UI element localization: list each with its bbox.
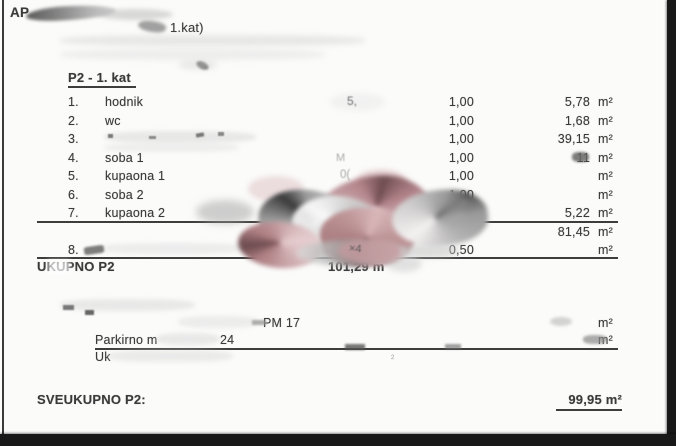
- row-number: 3.: [68, 132, 79, 146]
- smudge-speck: [252, 320, 266, 325]
- smudge-speck: [345, 344, 365, 350]
- parking-pm-text: PM 17: [263, 316, 301, 330]
- subtotal-area: 81,45: [557, 225, 590, 239]
- room-name: hodnik: [105, 95, 144, 109]
- unit-m2: m²: [598, 95, 613, 109]
- smudge-paragraph-line: [60, 299, 195, 311]
- smudge-speck: [149, 136, 156, 139]
- smudge-speck: [63, 305, 74, 310]
- smudge-speck: [445, 344, 461, 349]
- smudge-speck: [218, 132, 224, 136]
- unit-m2: m²: [598, 243, 613, 257]
- smudge-blob-wing: [436, 194, 470, 212]
- row-number: 5.: [68, 169, 79, 183]
- row-number: 8.: [68, 243, 79, 257]
- artifact-glyph: 5,: [347, 94, 358, 108]
- section-title-underline: [68, 86, 136, 88]
- parking-space-number: 24: [220, 333, 235, 347]
- header-line2-text: 1.kat): [170, 20, 204, 35]
- section-title: P2 - 1. kat: [68, 70, 131, 85]
- unit-m2: m²: [598, 132, 613, 146]
- room-name: soba 1: [105, 151, 144, 165]
- room-name: soba 2: [105, 188, 144, 202]
- smudge-speck: [108, 134, 113, 138]
- smudge-before-pm: [178, 316, 258, 328]
- row-number: 6.: [68, 188, 79, 202]
- grand-total-value: 99,95 m²: [568, 392, 622, 407]
- smudge-speck: [85, 310, 94, 315]
- area-value: 1,68: [564, 114, 590, 128]
- document-title-prefix: AP: [10, 5, 30, 20]
- coefficient-value: 1,00: [448, 114, 474, 128]
- smudge-over-letter: [48, 260, 70, 274]
- smudge-speck: [572, 152, 589, 162]
- table-row: 3. 1,00 39,15 m²: [0, 132, 676, 148]
- smudge-blob-wing: [196, 200, 254, 224]
- grand-total-label: SVEUKUPNO P2:: [37, 392, 146, 407]
- smudge-paragraph-line: [60, 35, 365, 46]
- page-edge-left: [2, 0, 4, 446]
- room-name: kupaona 2: [105, 206, 166, 220]
- artifact-glyph: 0(: [340, 169, 351, 181]
- unit-m2: m²: [598, 225, 613, 239]
- unit-m2: m²: [598, 169, 613, 183]
- row-number: 2.: [68, 114, 79, 128]
- unit-m2: m²: [598, 188, 613, 202]
- smudge-speck: [550, 317, 572, 326]
- room-name: wc: [105, 114, 121, 128]
- smudge-value-column: [330, 93, 385, 111]
- row-number: 1.: [68, 95, 79, 109]
- parking-space-label: Parkirno m: [95, 333, 158, 347]
- smudge-blob-wing: [400, 244, 460, 258]
- smudge-blob-wing: [438, 209, 466, 223]
- unit-m2: m²: [598, 316, 613, 330]
- coefficient-value: 1,00: [448, 169, 474, 183]
- parking-total-prefix: Uk: [95, 350, 111, 364]
- area-value: 5,78: [564, 95, 590, 109]
- unit-m2: m²: [598, 114, 613, 128]
- smudge-title-tail: [98, 9, 173, 20]
- coefficient-value: 1,00: [448, 95, 474, 109]
- table-row: 5. kupaona 1 1,00 m²: [0, 169, 676, 185]
- coefficient-value: 1,00: [448, 132, 474, 146]
- row-number: 4.: [68, 151, 79, 165]
- row-number: 7.: [68, 206, 79, 220]
- table-row: 2. wc 1,00 1,68 m²: [0, 114, 676, 130]
- artifact-glyph: ×4: [348, 242, 362, 256]
- smudge-redacted-name: [104, 143, 239, 152]
- smudge-paragraph-line: [60, 49, 325, 60]
- smudge-above-title: [178, 60, 218, 70]
- area-value: 39,15: [557, 132, 590, 146]
- smudge-redacted-name: [100, 243, 250, 254]
- table-row: 1. hodnik 1,00 5,78 m²: [0, 95, 676, 111]
- unit-m2: m²: [598, 206, 613, 220]
- coefficient-value: 1,00: [448, 151, 474, 165]
- grand-total-underline: [556, 409, 622, 411]
- room-name: kupaona 1: [105, 169, 166, 183]
- smudge-blob-petal: [338, 238, 402, 264]
- smudge-parking-mid: [156, 333, 220, 345]
- artifact-glyph: M: [336, 152, 346, 164]
- unit-m2: m²: [598, 151, 613, 165]
- area-value: 5,22: [564, 206, 590, 220]
- page-edge-bottom: [0, 434, 676, 446]
- page-edge-right: [667, 0, 676, 446]
- smudge-uk-line: [108, 350, 233, 362]
- artifact-glyph: ²: [391, 354, 395, 365]
- smudge-header-mark: [137, 18, 167, 35]
- smudge-redacted-name: [104, 131, 256, 143]
- smudge-speck: [583, 335, 607, 344]
- subtotal-row: 81,45 m²: [0, 225, 676, 241]
